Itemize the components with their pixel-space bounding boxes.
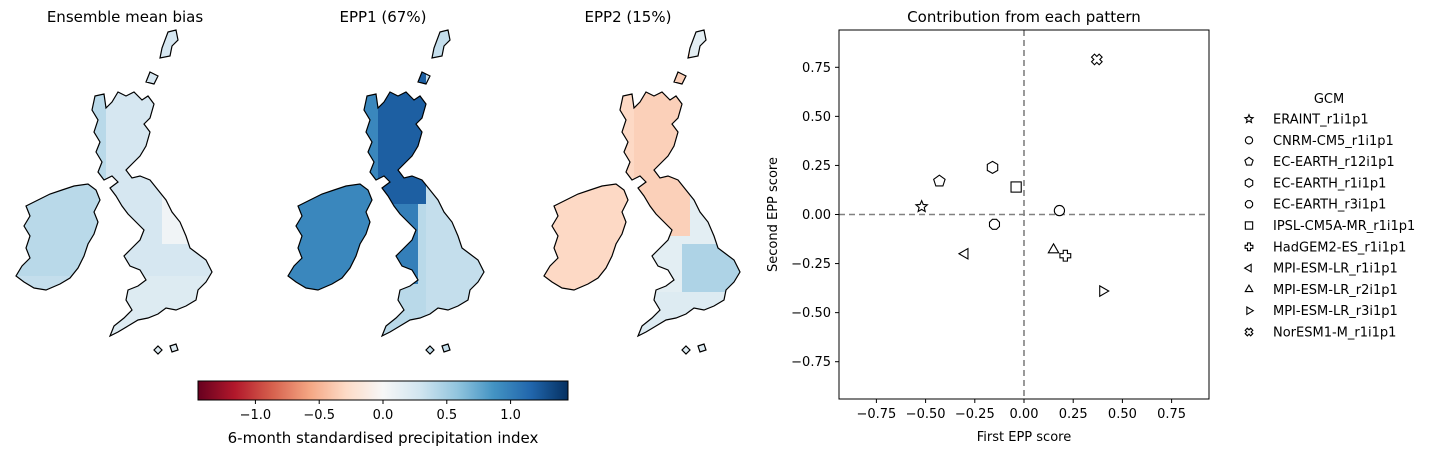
x-tick-label: 0.50 (1108, 407, 1137, 422)
point-ec-earth-r3i1p1 (988, 218, 1001, 230)
legend-label: EC-EARTH_r1i1p1 (1273, 176, 1386, 191)
legend-item: CNRM-CM5_r1i1p1 (1244, 134, 1394, 149)
map-panel-1: Ensemble mean bias (15, 8, 213, 355)
colorbar: −1.0 −0.5 0.0 0.5 1.0 6-month standardised pr… (197, 380, 569, 447)
legend-title: GCM (1314, 92, 1344, 107)
legend-marker (1243, 113, 1255, 124)
legend-label: IPSL-CM5A-MR_r1i1p1 (1273, 219, 1415, 234)
scatter-panel: Contribution from each pattern −0.75 −0.50… (766, 8, 1210, 445)
legend-item: MPI-ESM-LR_r3i1p1 (1246, 304, 1398, 319)
y-tick-label: −0.75 (791, 355, 831, 370)
y-tick-label: 0.25 (802, 159, 831, 174)
legend-label: EC-EARTH_r12i1p1 (1273, 155, 1395, 170)
map-field (288, 30, 484, 354)
legend-item: HadGEM2-ES_r1i1p1 (1244, 240, 1406, 255)
point-ec-earth-r1i1p1 (986, 160, 999, 175)
x-tick-label: 0.75 (1157, 407, 1186, 422)
colorbar-tick-label: 1.0 (500, 408, 521, 423)
colorbar-tick-label: 0.0 (373, 408, 394, 423)
point-ec-earth-r12i1p1 (933, 174, 946, 187)
x-tick-label: 0.00 (1010, 407, 1039, 422)
point-mpi-esm-lr-r1i1p1 (957, 247, 969, 260)
legend-marker (1244, 156, 1254, 166)
legend-marker (1244, 327, 1254, 337)
x-axis-label: First EPP score (977, 430, 1071, 445)
x-tick-label: −0.25 (955, 407, 995, 422)
point-mpi-esm-lr-r2i1p1 (1047, 242, 1060, 254)
legend-marker (1244, 136, 1254, 145)
point-hadgem2-es-r1i1p1 (1059, 249, 1072, 262)
legend-item: ERAINT_r1i1p1 (1243, 113, 1369, 128)
map-title: EPP2 (15%) (585, 8, 672, 26)
legend-item: EC-EARTH_r1i1p1 (1244, 176, 1386, 191)
legend-item: IPSL-CM5A-MR_r1i1p1 (1244, 219, 1415, 234)
legend-marker (1244, 200, 1254, 209)
chart-title: Contribution from each pattern (907, 8, 1141, 26)
legend-marker (1244, 242, 1254, 252)
legend-marker (1244, 177, 1254, 188)
legend-item: NorESM1-M_r1i1p1 (1244, 326, 1396, 341)
legend-item: EC-EARTH_r12i1p1 (1244, 155, 1395, 170)
legend-marker (1243, 263, 1252, 273)
legend-label: HadGEM2-ES_r1i1p1 (1273, 240, 1406, 255)
x-tick-label: −0.75 (856, 407, 896, 422)
legend-label: MPI-ESM-LR_r2i1p1 (1273, 283, 1398, 298)
legend-label: NorESM1-M_r1i1p1 (1273, 326, 1396, 341)
legend-label: MPI-ESM-LR_r1i1p1 (1273, 262, 1398, 277)
legend-label: ERAINT_r1i1p1 (1273, 113, 1369, 128)
map-title: Ensemble mean bias (47, 8, 204, 26)
legend-marker (1244, 283, 1254, 293)
colorbar-tick-label: 0.5 (436, 408, 457, 423)
colorbar-tick-label: −0.5 (303, 408, 335, 423)
map-title: EPP1 (67%) (340, 8, 427, 26)
y-tick-label: 0.00 (802, 208, 831, 223)
x-tick-label: −0.50 (906, 407, 946, 422)
legend-marker (1244, 221, 1254, 230)
legend-marker (1246, 306, 1255, 316)
point-noresm1-m-r1i1p1 (1090, 53, 1103, 66)
colorbar-tick-label: −1.0 (240, 408, 272, 423)
map-panel-2: EPP1 (67%) (287, 8, 485, 355)
x-tick-label: 0.25 (1059, 407, 1088, 422)
legend-label: EC-EARTH_r3i1p1 (1273, 198, 1386, 213)
map-panel-3: EPP2 (15%) (543, 8, 741, 355)
y-axis-label: Second EPP score (766, 157, 781, 272)
map-field (16, 30, 212, 354)
legend-label: MPI-ESM-LR_r3i1p1 (1273, 304, 1398, 319)
y-tick-label: 0.50 (802, 110, 831, 125)
legend-item: EC-EARTH_r3i1p1 (1244, 198, 1386, 213)
legend: GCM ERAINT_r1i1p1 CNRM-CM5_r1i1p1 EC-EARTH_… (1243, 92, 1415, 341)
point-cnrm-cm5-r1i1p1 (1053, 204, 1066, 217)
point-eraint-r1i1p1 (914, 199, 929, 213)
legend-item: MPI-ESM-LR_r1i1p1 (1243, 262, 1398, 277)
y-tick-label: 0.75 (802, 61, 831, 76)
colorbar-label: 6-month standardised precipitation index (228, 429, 539, 447)
point-ipsl-cm5a-mr-r1i1p1 (1010, 181, 1022, 193)
legend-label: CNRM-CM5_r1i1p1 (1273, 134, 1394, 149)
legend-item: MPI-ESM-LR_r2i1p1 (1244, 283, 1398, 298)
colorbar-gradient (197, 380, 569, 401)
point-mpi-esm-lr-r3i1p1 (1099, 284, 1110, 298)
map-field (544, 30, 740, 354)
y-tick-label: −0.25 (791, 257, 831, 272)
y-tick-label: −0.50 (791, 306, 831, 321)
